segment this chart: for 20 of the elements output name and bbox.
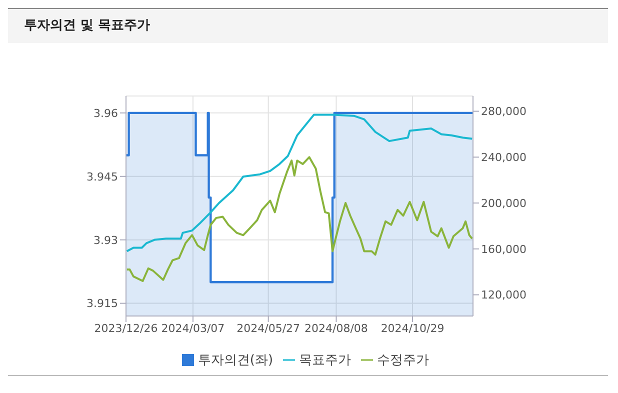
y2-tick-label: 160,000 (481, 242, 526, 256)
y-tick-label: 3.96 (94, 106, 118, 120)
y-tick-label: 3.915 (86, 297, 118, 310)
y2-tick-label: 200,000 (481, 196, 526, 210)
legend-label: 수정주가 (377, 353, 430, 368)
legend-label: 목표주가 (299, 353, 352, 368)
x-tick-label: 2023/12/26 (94, 322, 158, 335)
y-tick-label: 3.93 (94, 234, 118, 247)
y2-tick-label: 280,000 (481, 105, 526, 118)
y2-tick-label: 240,000 (481, 151, 526, 164)
x-tick-label: 2024/03/07 (161, 322, 225, 335)
y2-tick-label: 120,000 (481, 288, 526, 302)
line-series (126, 114, 473, 252)
chart-title: 투자의견 및 목표주가 (8, 8, 608, 43)
x-tick-label: 2024/05/27 (236, 322, 300, 335)
legend-label: 투자의견(좌) (198, 353, 274, 368)
x-tick-label: 2024/10/29 (380, 322, 444, 335)
x-tick-label: 2024/08/08 (304, 322, 368, 335)
y-tick-label: 3.945 (86, 170, 118, 184)
line-series (126, 156, 473, 282)
